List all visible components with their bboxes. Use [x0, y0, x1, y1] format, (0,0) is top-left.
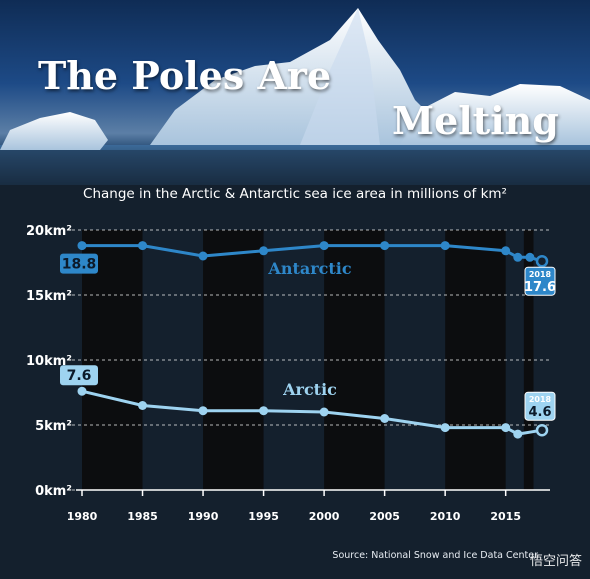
data-point	[138, 241, 148, 251]
x-tick-label: 1995	[248, 510, 279, 523]
data-point	[259, 406, 269, 416]
source-note: Source: National Snow and Ice Data Cente…	[332, 550, 538, 561]
end-value-badge	[524, 391, 556, 421]
data-point	[380, 241, 390, 251]
y-tick-label: 10km²	[26, 354, 72, 369]
y-tick-label: 15km²	[26, 289, 72, 304]
data-point	[513, 252, 523, 262]
chart-subtitle: Change in the Arctic & Antarctic sea ice…	[83, 186, 507, 202]
y-tick-label: 0km²	[35, 484, 72, 499]
x-tick-label: 2000	[309, 510, 340, 523]
data-point	[380, 414, 390, 423]
data-point	[77, 241, 87, 251]
data-point	[259, 246, 269, 256]
x-tick-label: 1990	[188, 510, 219, 523]
end-year-label: 2018	[529, 395, 552, 404]
data-point	[513, 429, 523, 439]
x-tick-label: 2015	[490, 510, 521, 523]
series-line-arctic	[81, 389, 543, 436]
data-point	[319, 241, 329, 251]
data-point	[525, 252, 535, 262]
y-axis-ticks: 0km² 5km² 10km² 15km² 20km²	[26, 224, 72, 499]
x-axis: 1980 1985 1990 1995 2000 2005 2010 2015	[67, 489, 550, 523]
page-title: The Poles Are Melting	[0, 8, 590, 185]
data-point	[501, 246, 511, 256]
x-tick-label: 1980	[67, 510, 98, 523]
watermark-text: 悟空问答	[529, 554, 582, 569]
data-point	[319, 407, 329, 417]
title-word-1: The Poles Are	[38, 53, 332, 98]
y-tick-label: 5km²	[35, 419, 72, 434]
start-value-badge	[60, 253, 98, 274]
data-point	[198, 251, 208, 261]
data-point	[535, 254, 549, 268]
start-value-badge	[60, 365, 98, 386]
x-tick-label: 1985	[127, 510, 158, 523]
y-tick-label: 20km²	[26, 224, 72, 239]
start-value-label: 18.8	[62, 257, 97, 273]
series-name-label: Antarctic	[267, 259, 351, 278]
data-point	[535, 423, 549, 437]
iceberg-illustration	[0, 8, 590, 185]
end-value-label: 17.6	[524, 280, 556, 295]
data-point	[501, 423, 511, 433]
x-tick-label: 2010	[430, 510, 461, 523]
x-tick-label: 2005	[369, 510, 400, 523]
data-point	[77, 386, 87, 396]
title-word-2: Melting	[392, 98, 559, 143]
start-value-label: 7.6	[67, 368, 92, 384]
data-point	[138, 401, 148, 410]
end-year-label: 2018	[529, 270, 552, 279]
data-point	[198, 406, 208, 416]
series-name-label: Arctic	[282, 380, 337, 399]
end-value-label: 4.6	[528, 405, 551, 420]
data-point	[440, 423, 450, 433]
series-layer	[77, 241, 549, 439]
end-value-badge	[524, 266, 556, 296]
data-point	[440, 241, 450, 251]
hero-banner: The Poles Are Melting	[0, 0, 590, 185]
